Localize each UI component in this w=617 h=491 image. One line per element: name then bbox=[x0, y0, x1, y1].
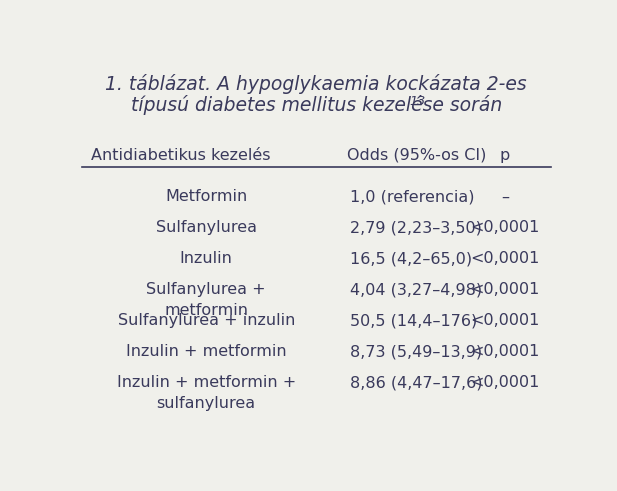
Text: Odds (95%-os CI): Odds (95%-os CI) bbox=[347, 148, 487, 163]
Text: Metformin: Metformin bbox=[165, 190, 247, 204]
Text: Inzulin + metformin +: Inzulin + metformin + bbox=[117, 375, 296, 390]
Text: Inzulin + metformin: Inzulin + metformin bbox=[126, 344, 286, 359]
Text: sulfanylurea: sulfanylurea bbox=[157, 396, 256, 411]
Text: Sulfanylurea: Sulfanylurea bbox=[155, 220, 257, 235]
Text: típusú diabetes mellitus kezelése során: típusú diabetes mellitus kezelése során bbox=[131, 95, 502, 115]
Text: 8,73 (5,49–13,9): 8,73 (5,49–13,9) bbox=[350, 344, 482, 359]
Text: 2,79 (2,23–3,50): 2,79 (2,23–3,50) bbox=[350, 220, 481, 235]
Text: <0,0001: <0,0001 bbox=[470, 313, 540, 328]
Text: Inzulin: Inzulin bbox=[180, 251, 233, 266]
Text: 1,0 (referencia): 1,0 (referencia) bbox=[350, 190, 474, 204]
Text: 50,5 (14,4–176): 50,5 (14,4–176) bbox=[350, 313, 477, 328]
Text: <0,0001: <0,0001 bbox=[470, 251, 540, 266]
Text: Antidiabetikus kezelés: Antidiabetikus kezelés bbox=[91, 148, 271, 163]
Text: 8,86 (4,47–17,6): 8,86 (4,47–17,6) bbox=[350, 375, 482, 390]
Text: 4,04 (3,27–4,98): 4,04 (3,27–4,98) bbox=[350, 282, 482, 298]
Text: p: p bbox=[500, 148, 510, 163]
Text: –: – bbox=[501, 190, 509, 204]
Text: 1. táblázat. A hypoglykaemia kockázata 2-es: 1. táblázat. A hypoglykaemia kockázata 2… bbox=[106, 74, 527, 94]
Text: <0,0001: <0,0001 bbox=[470, 344, 540, 359]
Text: <0,0001: <0,0001 bbox=[470, 220, 540, 235]
Text: Sulfanylurea +: Sulfanylurea + bbox=[146, 282, 266, 298]
Text: 16,5 (4,2–65,0): 16,5 (4,2–65,0) bbox=[350, 251, 472, 266]
Text: Sulfanylurea + inzulin: Sulfanylurea + inzulin bbox=[118, 313, 295, 328]
Text: <0,0001: <0,0001 bbox=[470, 282, 540, 298]
Text: 13: 13 bbox=[410, 95, 426, 108]
Text: <0,0001: <0,0001 bbox=[470, 375, 540, 390]
Text: metformin: metformin bbox=[164, 303, 248, 318]
